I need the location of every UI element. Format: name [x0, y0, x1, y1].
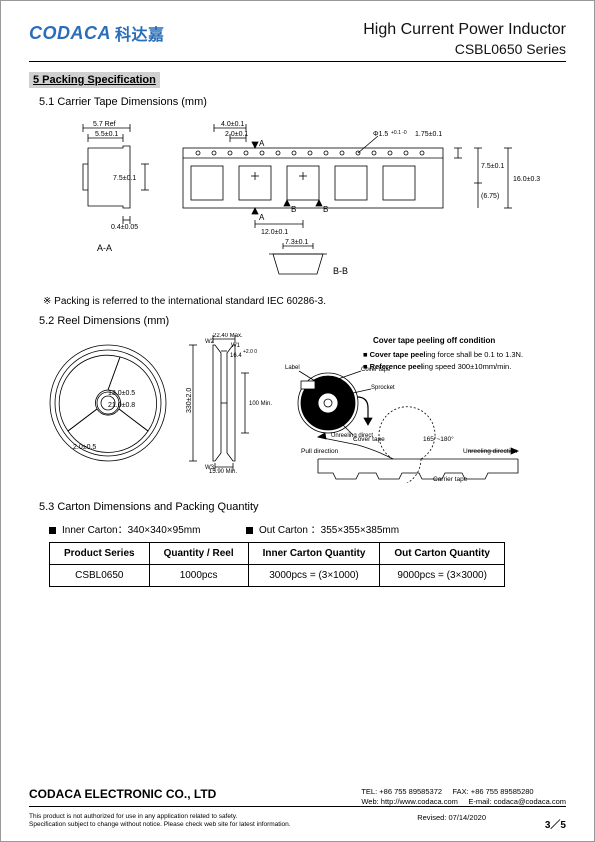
packing-table: Product Series Quantity / Reel Inner Car… — [49, 542, 505, 587]
carrier-tape-svg: 5.7 Ref 5.5±0.1 7.5±0.1 0.4±0.05 A-A — [73, 116, 543, 286]
logo-cn: 科达嘉 — [115, 21, 165, 45]
dim-r3: 2.0±0.5 — [73, 444, 96, 451]
header-rule — [29, 61, 566, 62]
reel-side-svg: 330±2.0 22.40 Max. 16.4 +2.0 0 100 Min. … — [183, 333, 273, 473]
bullet-icon — [246, 527, 253, 534]
disclaimer-2: Specification subject to change without … — [29, 821, 291, 828]
logo: CODACA 科达嘉 — [29, 21, 165, 45]
dim-r7: 100 Min. — [249, 401, 272, 407]
table-row: Product Series Quantity / Reel Inner Car… — [50, 543, 505, 565]
dim-phi15: Φ1.5 — [373, 131, 388, 138]
dim-160: 16.0±0.3 — [513, 176, 540, 183]
label-angle: 165°~180° — [423, 435, 454, 443]
dim-73: 7.3±0.1 — [285, 239, 308, 246]
label-unreel2: Unreeling direction — [463, 448, 518, 455]
tel: TEL: +86 755 89585372 — [361, 787, 442, 796]
reel-figure-row: 13.0±0.5 21.0±0.8 2.0±0.5 330±2.0 22.40 … — [43, 333, 566, 483]
revised: Revised: 07/14/2020 — [417, 813, 486, 822]
label-cover1: Cover tape — [361, 367, 391, 373]
subsection-5-3: 5.3 Carton Dimensions and Packing Quanti… — [39, 501, 566, 513]
inner-carton: Inner Carton：340×340×95mm — [62, 525, 200, 536]
th-outer: Out Carton Quantity — [380, 543, 505, 565]
footer-rule — [29, 806, 566, 807]
dim-r6tol: +2.0 0 — [243, 349, 257, 355]
th-qty-reel: Quantity / Reel — [149, 543, 248, 565]
dim-20: 2.0±0.1 — [225, 131, 248, 138]
label-bb: B-B — [333, 266, 348, 276]
outer-carton: Out Carton ：355×355×385mm — [259, 525, 399, 536]
label-pulldir: Pull direction — [301, 448, 339, 455]
contact-block: TEL: +86 755 89585372 FAX: +86 755 89585… — [361, 787, 566, 807]
reel-front-svg: 13.0±0.5 21.0±0.8 2.0±0.5 — [43, 333, 173, 473]
packing-note: ※ Packing is referred to the internation… — [43, 296, 566, 307]
dim-75-right: 7.5±0.1 — [481, 163, 504, 170]
dim-55: 5.5±0.1 — [95, 131, 118, 138]
subsection-5-2: 5.2 Reel Dimensions (mm) — [39, 315, 566, 327]
section-5-title: 5 Packing Specification — [29, 72, 160, 88]
page-number: 3／5 — [545, 816, 566, 831]
label-w3: W3 — [205, 465, 215, 471]
dim-40: 4.0±0.1 — [221, 121, 244, 128]
label-cover2: Cover tape — [353, 436, 385, 443]
peel-p1b: ing force shall be 0.1 to 1.3N. — [425, 350, 523, 359]
td-inner: 3000pcs = (3×1000) — [248, 565, 380, 587]
bullet-icon — [49, 527, 56, 534]
subsection-5-1: 5.1 Carrier Tape Dimensions (mm) — [39, 96, 566, 108]
peel-p1a: ■ Cover tape peel — [363, 350, 425, 359]
dim-r1: 13.0±0.5 — [108, 390, 135, 397]
label-w2: W2 — [205, 339, 215, 345]
td-qty-reel: 1000pcs — [149, 565, 248, 587]
dim-04: 0.4±0.05 — [111, 224, 138, 231]
label-a-bot: A — [259, 213, 265, 222]
th-inner: Inner Carton Quantity — [248, 543, 380, 565]
doc-series: CSBL0650 Series — [363, 41, 566, 57]
title-block: High Current Power Inductor CSBL0650 Ser… — [363, 21, 566, 57]
peel-title: Cover tape peeling off condition — [373, 336, 495, 345]
label-b2: B — [323, 205, 328, 214]
footer: CODACA ELECTRONIC CO., LTD TEL: +86 755 … — [29, 787, 566, 829]
svg-text:■ Cover tape peeling force sha: ■ Cover tape peeling force shall be 0.1 … — [363, 350, 523, 359]
carrier-tape-figure: 5.7 Ref 5.5±0.1 7.5±0.1 0.4±0.05 A-A — [49, 116, 566, 286]
label-a-top: A — [259, 139, 265, 148]
carton-dims-row: Inner Carton：340×340×95mm Out Carton ：35… — [49, 521, 566, 536]
td-outer: 9000pcs = (3×3000) — [380, 565, 505, 587]
dim-r4: 330±2.0 — [186, 388, 193, 413]
table-row: CSBL0650 1000pcs 3000pcs = (3×1000) 9000… — [50, 565, 505, 587]
label-aa: A-A — [97, 243, 112, 253]
company-name: CODACA ELECTRONIC CO., LTD — [29, 787, 216, 801]
peel-p2b: ing speed 300±10mm/min. — [423, 362, 511, 371]
th-series: Product Series — [50, 543, 150, 565]
dim-r2: 21.0±0.8 — [108, 402, 135, 409]
label-b1: B — [291, 205, 296, 214]
label-w1: W1 — [231, 343, 241, 349]
email: E-mail: codaca@codaca.com — [468, 797, 566, 806]
label-sprocket: Sprocket — [371, 385, 395, 391]
disclaimer-1: This product is not authorized for use i… — [29, 813, 237, 820]
dim-75-left: 7.5±0.1 — [113, 175, 136, 182]
label-label: Label — [285, 365, 300, 371]
dim-675: (6.75) — [481, 193, 499, 200]
dim-phi15-tol: +0.1 -0 — [391, 130, 407, 136]
fax: FAX: +86 755 89585280 — [452, 787, 533, 796]
dim-120: 12.0±0.1 — [261, 229, 288, 236]
header: CODACA 科达嘉 High Current Power Inductor C… — [29, 21, 566, 57]
td-series: CSBL0650 — [50, 565, 150, 587]
dim-r5: 22.40 Max. — [213, 333, 243, 339]
doc-title: High Current Power Inductor — [363, 21, 566, 39]
dim-r6: 16.4 — [230, 353, 242, 359]
web: Web: http://www.codaca.com — [361, 797, 458, 806]
peeling-svg: Cover tape peeling off condition ■ Cover… — [283, 333, 533, 483]
label-carrier: Carrier tape — [433, 476, 468, 483]
dim-175: 1.75±0.1 — [415, 131, 442, 138]
dim-57ref: 5.7 Ref — [93, 121, 116, 128]
logo-en: CODACA — [29, 23, 111, 44]
